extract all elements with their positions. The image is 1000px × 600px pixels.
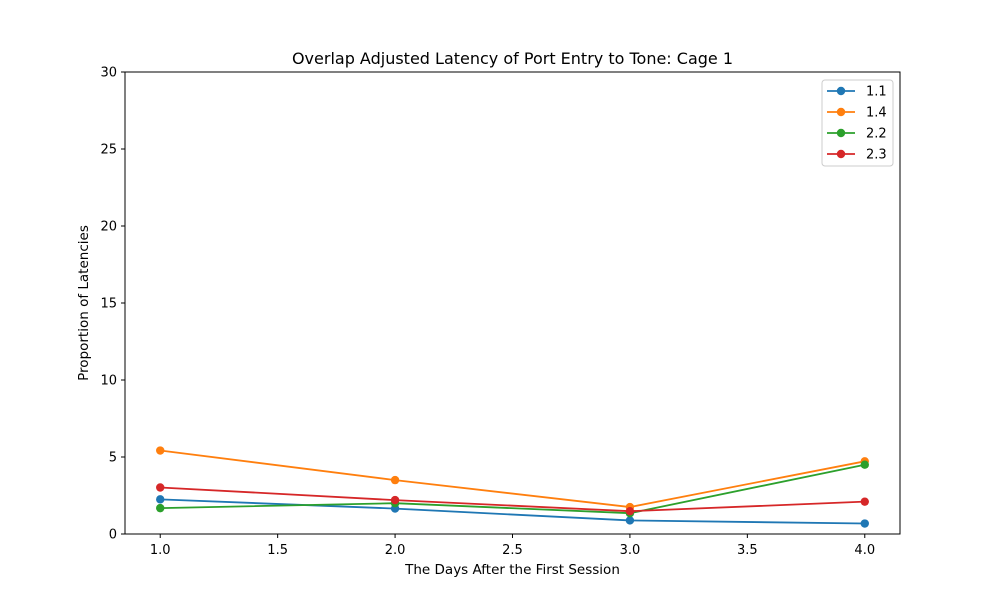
- x-tick-label: 1.5: [267, 543, 288, 558]
- x-tick-label: 1.0: [150, 543, 171, 558]
- legend-box: [821, 79, 894, 167]
- data-point-1-1: [625, 516, 635, 525]
- data-point-2-3: [390, 495, 400, 505]
- plot-area: 1.0 1.5 2.0 2.5 3.0 3.5 4.0 0 5 10 15 20 25 30: [100, 66, 901, 558]
- x-tick-label: 2.5: [502, 543, 523, 558]
- y-tick-label: 0: [109, 528, 117, 543]
- x-axis-label: The Days After the First Session: [404, 562, 620, 578]
- y-tick-label: 30: [100, 66, 117, 81]
- legend-label: 1.4: [866, 106, 887, 121]
- legend: 1.1 1.4 2.2 2.3: [821, 79, 894, 167]
- y-tick-label: 10: [100, 374, 117, 389]
- series-line-1-4: [160, 449, 865, 508]
- x-tick-label: 3.5: [737, 543, 758, 558]
- data-point-2-2: [156, 503, 165, 513]
- series-line-2-2: [160, 463, 865, 515]
- data-point-1-4: [390, 475, 400, 485]
- data-point-2-3: [625, 507, 635, 516]
- data-point-1-1: [156, 495, 165, 504]
- x-tick-label: 3.0: [620, 543, 641, 558]
- y-axis-label: Proportion of Latencies: [76, 225, 92, 381]
- y-tick-label: 5: [109, 451, 117, 466]
- legend-marker: [836, 149, 846, 159]
- data-point-2-2: [860, 460, 869, 469]
- series-line-1-1: [160, 498, 865, 525]
- data-point-2-3: [860, 497, 869, 506]
- axes-frame: [124, 71, 901, 535]
- series-line-2-3: [160, 486, 865, 513]
- legend-label: 2.3: [866, 148, 887, 163]
- data-point-1-4: [156, 446, 165, 455]
- x-tick-label: 4.0: [854, 543, 875, 558]
- data-point-1-1: [860, 519, 869, 528]
- x-tick-label: 2.0: [385, 543, 406, 558]
- y-tick-label: 15: [100, 297, 117, 312]
- y-tick-label: 25: [100, 143, 117, 158]
- legend-label: 2.2: [866, 127, 887, 142]
- legend-label: 1.1: [866, 85, 887, 100]
- data-point-2-3: [156, 483, 165, 492]
- chart-title: Overlap Adjusted Latency of Port Entry t…: [292, 49, 733, 68]
- legend-marker: [836, 128, 846, 138]
- legend-marker: [836, 86, 846, 96]
- y-tick-label: 20: [100, 220, 117, 235]
- legend-marker: [836, 107, 846, 117]
